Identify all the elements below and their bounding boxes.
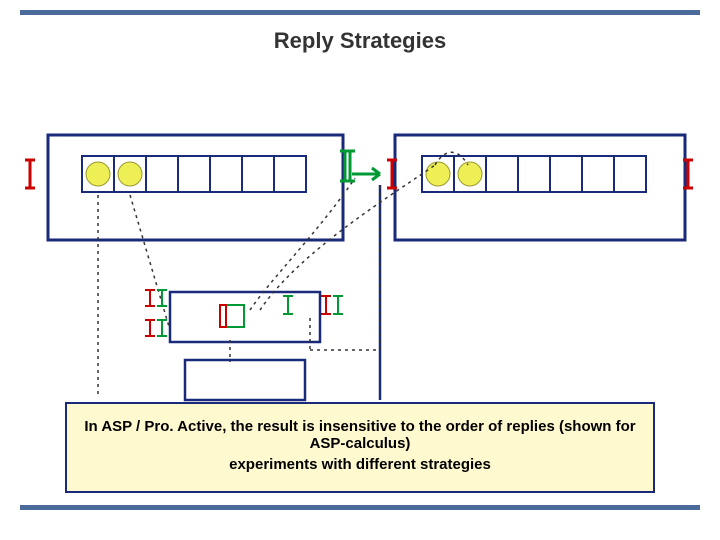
page-title: Reply Strategies	[0, 28, 720, 54]
diagram	[0, 70, 720, 430]
callout-box: In ASP / Pro. Active, the result is inse…	[65, 402, 655, 493]
callout-line-1: In ASP / Pro. Active, the result is inse…	[83, 418, 637, 452]
top-rule	[20, 10, 700, 15]
callout-line-2: experiments with different strategies	[83, 456, 637, 473]
bottom-rule	[20, 505, 700, 510]
